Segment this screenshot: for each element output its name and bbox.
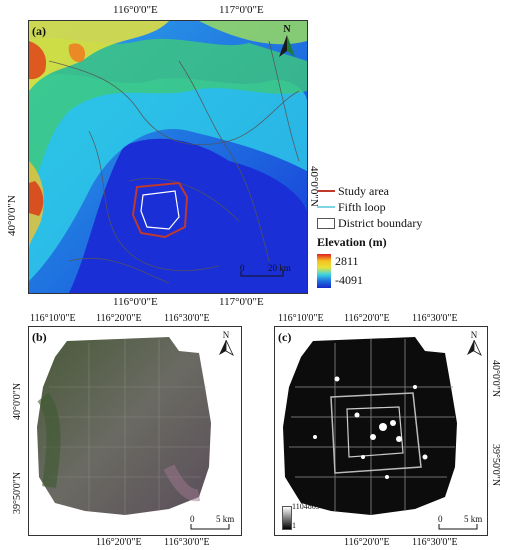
elevation-max: 2811 (335, 254, 359, 268)
panel-a-label: (a) (32, 24, 46, 38)
left-tick-a: 40°0'0"N (6, 195, 18, 236)
scale-bar-graphic (240, 271, 284, 277)
satellite-image-panel (28, 326, 242, 536)
north-label-b: N (222, 330, 230, 340)
scale-zero-a: 0 (240, 263, 245, 273)
north-label-a: N (283, 24, 291, 35)
b-left-tick-1: 40°0'0"N (12, 382, 23, 420)
legend: Study area Fifth loop District boundary … (317, 183, 422, 288)
north-arrow-a: N (278, 24, 296, 60)
scale-bar-b (190, 524, 230, 532)
north-arrow-c: N (466, 330, 482, 356)
legend-study-area: Study area (317, 183, 422, 199)
night-light-image (275, 327, 487, 535)
b-left-tick-2: 39°50'0"N (12, 471, 23, 514)
scale-zero-b: 0 (190, 514, 195, 524)
north-arrow-b: N (218, 330, 234, 356)
legend-district-boundary: District boundary (317, 215, 422, 231)
scale-value-b: 5 km (216, 514, 235, 524)
bottom-tick-1: 116°0'0"E (113, 296, 158, 308)
b-top-tick-1: 116°10'0"E (30, 313, 76, 324)
night-light-panel (274, 326, 488, 536)
north-arrow-icon (467, 340, 482, 356)
legend-fifth-loop-label: Fifth loop (338, 199, 386, 214)
right-tick-a: 40°0'0"N (308, 166, 320, 207)
panel-b-label: (b) (32, 330, 47, 344)
c-top-tick-1: 116°10'0"E (278, 313, 324, 324)
b-bottom-tick-1: 116°20'0"E (96, 537, 142, 548)
scale-zero-c: 0 (438, 514, 443, 524)
colorbar-max: 1104869 (292, 502, 320, 511)
scale-value-c: 5 km (464, 514, 483, 524)
b-top-tick-3: 116°30'0"E (164, 313, 210, 324)
fifth-loop-swatch (317, 206, 335, 208)
elevation-map (29, 21, 307, 293)
scale-bar-a (240, 271, 284, 283)
colorbar-min: 1 (292, 521, 296, 530)
bottom-tick-2: 117°0'0"E (219, 296, 264, 308)
north-arrow-icon (219, 340, 234, 356)
north-arrow-icon (279, 35, 295, 57)
north-label-c: N (470, 330, 478, 340)
b-top-tick-2: 116°20'0"E (96, 313, 142, 324)
night-light-colorbar: 1104869 1 (282, 502, 332, 532)
elevation-min: -4091 (335, 273, 363, 287)
legend-fifth-loop: Fifth loop (317, 199, 422, 215)
elevation-map-panel (28, 20, 308, 294)
c-bottom-tick-1: 116°20'0"E (344, 537, 390, 548)
panel-c-label: (c) (278, 330, 292, 344)
study-area-swatch (317, 190, 335, 192)
c-bottom-tick-2: 116°30'0"E (412, 537, 458, 548)
c-right-tick-1: 40°0'0"N (490, 360, 501, 398)
legend-study-area-label: Study area (338, 183, 389, 198)
c-top-tick-3: 116°30'0"E (412, 313, 458, 324)
b-bottom-tick-2: 116°30'0"E (164, 537, 210, 548)
night-light-gradient (282, 506, 292, 530)
top-tick-1: 116°0'0"E (113, 4, 158, 16)
district-boundary-swatch (317, 217, 335, 229)
elevation-gradient (317, 254, 331, 288)
elevation-title: Elevation (m) (317, 235, 387, 249)
scale-bar-c (438, 524, 478, 532)
c-top-tick-2: 116°20'0"E (344, 313, 390, 324)
legend-district-boundary-label: District boundary (338, 215, 423, 230)
scale-value-a: 20 km (268, 263, 291, 273)
satellite-image (29, 327, 241, 535)
c-right-tick-2: 39°50'0"N (490, 444, 501, 487)
scale-bar-graphic (438, 524, 478, 530)
top-tick-2: 117°0'0"E (219, 4, 264, 16)
elevation-colorbar: 2811 -4091 (317, 254, 422, 288)
scale-bar-graphic (190, 524, 230, 530)
